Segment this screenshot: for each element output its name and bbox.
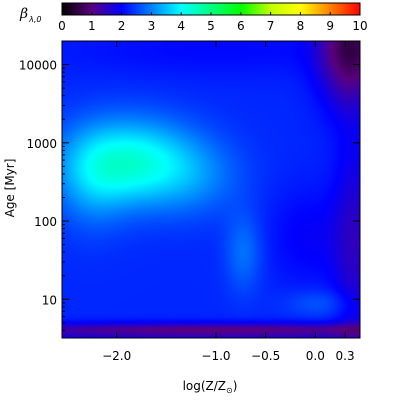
colorbar-tick-label-0: 0 [58,19,66,33]
colorbar-title: βλ,0 [19,6,41,24]
y-tick-label-2: 1000 [26,137,57,151]
colorbar-tick-label-7: 7 [267,19,275,33]
x-tick-label-4: 0.3 [336,349,355,363]
colorbar-tick-label-10: 10 [352,19,367,33]
y-axis-ticks: 10 100 1000 10000 [19,40,360,331]
x-axis-label: log(Z/Z⊙) [183,379,238,395]
colorbar-tick-label-3: 3 [148,19,156,33]
colorbar-tick-label-9: 9 [326,19,334,33]
colorbar-ticks: 0 1 2 3 4 5 6 7 8 9 10 [58,12,368,33]
colorbar-tick-label-4: 4 [177,19,185,33]
colorbar-tick-label-5: 5 [207,19,215,33]
colorbar-tick-label-6: 6 [237,19,245,33]
x-tick-label-0: −2.0 [102,349,131,363]
y-tick-label-1: 100 [34,215,57,229]
x-tick-label-1: −1.0 [201,349,230,363]
plot-frame [61,40,361,339]
x-axis-ticks: −2.0 −1.0 −0.5 0.0 0.3 [102,41,355,363]
y-tick-label-3: 10000 [19,59,57,73]
plot-area: −2.0 −1.0 −0.5 0.0 0.3 10 100 1000 10000 [19,40,361,363]
x-tick-label-3: 0.0 [306,349,325,363]
heatmap-image [62,41,360,338]
colorbar-tick-label-2: 2 [118,19,126,33]
y-tick-label-0: 10 [42,293,57,307]
colorbar: βλ,0 0 1 2 3 4 5 6 7 8 9 10 [19,2,368,33]
colorbar-gradient [62,3,360,15]
y-axis-label: Age [Myr] [3,159,17,218]
x-tick-label-2: −0.5 [251,349,280,363]
colorbar-tick-label-8: 8 [297,19,305,33]
colorbar-tick-label-1: 1 [88,19,96,33]
